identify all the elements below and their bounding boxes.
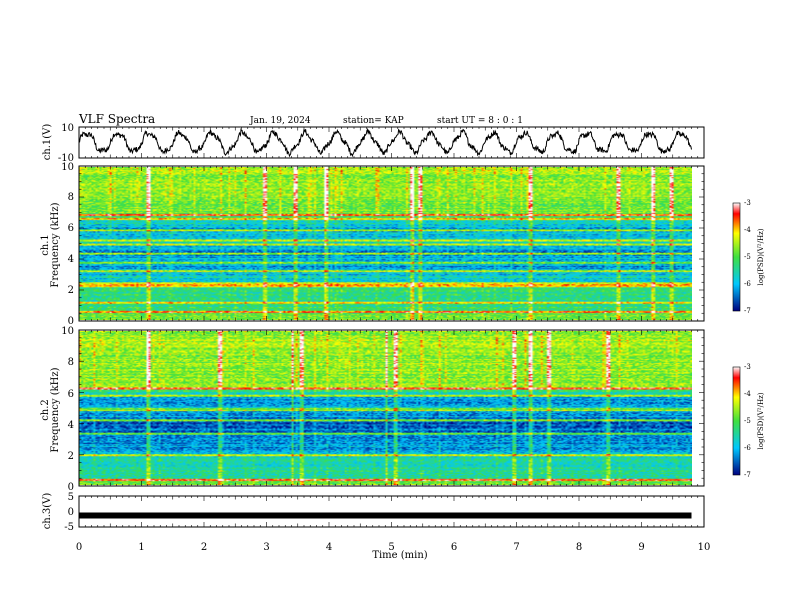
ch2-colorbar-label: log(PSD)(V²/Hz) [757, 392, 765, 449]
ch2-ytick-2: 2 [68, 451, 74, 462]
chart-title: VLF Spectra [78, 112, 155, 126]
xtick-5: 5 [388, 542, 394, 553]
ch1-waveform-ylabel: ch.1(V) [42, 124, 53, 161]
ch1-ytick-2: 2 [68, 285, 74, 296]
ch1-yticks: 0 2 4 6 8 10 [61, 162, 74, 327]
ch2-ytick-8: 8 [68, 357, 74, 368]
xtick-8: 8 [576, 542, 582, 553]
ch2-yticks: 0 2 4 6 8 10 [61, 326, 74, 493]
ch2-colorbar-tick-m5: -5 [744, 417, 751, 425]
ch3-ytick-0: 0 [68, 507, 74, 518]
ch2-colorbar-tick-m7: -7 [744, 471, 751, 479]
ch1-ytick-top: 10 [61, 123, 74, 134]
ch1-spectrogram-panel: 0 2 4 6 8 10 ch.1 Frequency (kHz) -3 -4 … [40, 162, 765, 327]
xtick-3: 3 [263, 542, 269, 553]
ch3-ytick-m5: -5 [64, 522, 74, 533]
ch1-ytick-8: 8 [68, 192, 74, 203]
date-label: Jan. 19, 2024 [249, 116, 311, 126]
xtick-10: 10 [698, 542, 711, 553]
ch1-colorbar [732, 202, 741, 312]
ch2-colorbar [732, 366, 741, 476]
station-label: station= KAP [343, 116, 404, 126]
ch1-colorbar-tick-m5: -5 [744, 253, 751, 261]
ch2-colorbar-tick-m4: -4 [744, 390, 751, 398]
ch1-colorbar-label: log(PSD)(V²/Hz) [757, 228, 765, 285]
ch1-ytick-bottom: -10 [58, 153, 74, 164]
ch2-ytick-10: 10 [61, 326, 74, 337]
ch1-spectrogram-image [79, 167, 692, 320]
xtick-7: 7 [513, 542, 519, 553]
ch2-ytick-6: 6 [68, 389, 74, 400]
ch1-colorbar-tick-m7: -7 [744, 307, 751, 315]
x-axis-label: Time (min) [372, 550, 427, 561]
xtick-4: 4 [326, 542, 332, 553]
ch2-spectrogram-ylabel: Frequency (kHz) [50, 367, 61, 452]
xtick-2: 2 [201, 542, 207, 553]
ch1-spectrogram-ylabel: Frequency (kHz) [50, 202, 61, 287]
ch2-ytick-0: 0 [68, 482, 74, 493]
ch1-ytick-0: 0 [68, 316, 74, 327]
ch3-ytick-5: 5 [68, 492, 74, 503]
ch1-spectrogram-channel-label: ch.1 [40, 234, 51, 256]
ch1-colorbar-tick-m6: -6 [744, 280, 751, 288]
ch1-ytick-6: 6 [68, 223, 74, 234]
xtick-9: 9 [638, 542, 644, 553]
ch2-colorbar-tick-m6: -6 [744, 444, 751, 452]
ch1-ytick-4: 4 [68, 254, 74, 265]
ch1-waveform-line [78, 127, 692, 158]
ch1-ytick-10: 10 [61, 162, 74, 173]
ch1-colorbar-tick-m4: -4 [744, 226, 751, 234]
xtick-1: 1 [138, 542, 144, 553]
ch2-spectrogram-panel: 0 2 4 6 8 10 ch.2 Frequency (kHz) -3 -4 … [40, 326, 765, 493]
ch3-waveform-line [79, 512, 692, 519]
xtick-6: 6 [451, 542, 457, 553]
ch2-spectrogram-image [79, 331, 692, 485]
start-time-label: start UT = 8 : 0 : 1 [437, 116, 523, 126]
axis-tick-marks [78, 127, 705, 527]
ch3-waveform-ylabel: ch.3(V) [42, 493, 53, 530]
ch2-ytick-4: 4 [68, 420, 74, 431]
ch2-spectrogram-channel-label: ch.2 [40, 399, 51, 421]
time-axis: 0 1 2 3 4 5 6 7 8 9 10 Time (min) [76, 542, 711, 561]
ch2-colorbar-tick-m3: -3 [744, 363, 751, 371]
xtick-0: 0 [76, 542, 82, 553]
ch1-colorbar-tick-m3: -3 [744, 199, 751, 207]
